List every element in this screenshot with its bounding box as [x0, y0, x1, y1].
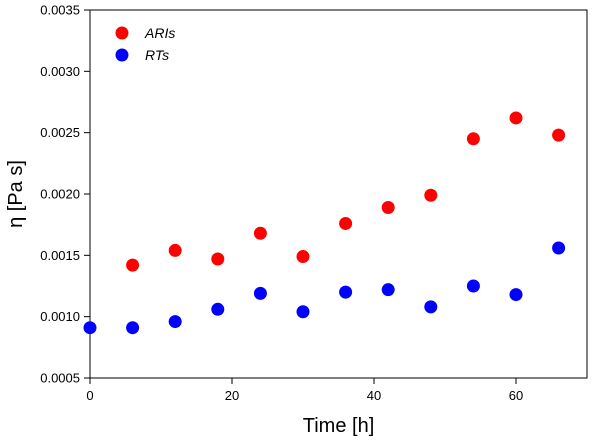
data-point-rts — [509, 288, 523, 302]
data-point-aris — [552, 128, 566, 142]
data-point-aris — [381, 200, 395, 214]
y-axis-title: η [Pa s] — [5, 160, 27, 228]
plot-frame — [89, 9, 588, 379]
legend-label-aris: ARIs — [144, 25, 175, 41]
data-point-rts — [126, 321, 140, 335]
x-tick-label: 60 — [509, 388, 523, 403]
legend-marker-aris — [115, 26, 129, 40]
ticks-layer: 0 20 40 60 0.0005 0.0010 0.0015 0.0020 0.0025 0.0… — [40, 3, 523, 404]
data-point-aris — [253, 226, 267, 240]
y-tick-label: 0.0035 — [40, 3, 80, 18]
data-point-rts — [296, 305, 310, 319]
data-point-rts — [424, 300, 438, 314]
data-point-rts — [168, 315, 182, 329]
x-tick-label: 20 — [225, 388, 239, 403]
data-point-aris — [126, 258, 140, 272]
data-point-rts — [466, 279, 480, 293]
legend: ARIs RTs — [115, 25, 175, 63]
y-tick-label: 0.0025 — [40, 125, 80, 140]
data-point-rts — [83, 321, 97, 335]
legend-label-rts: RTs — [145, 47, 169, 63]
data-point-aris — [168, 243, 182, 257]
x-tick-label: 0 — [86, 388, 93, 403]
x-axis-title: Time [h] — [303, 415, 375, 437]
data-point-aris — [424, 188, 438, 202]
data-point-aris — [466, 132, 480, 146]
data-point-aris — [211, 252, 225, 266]
y-tick-label: 0.0020 — [40, 187, 80, 202]
y-tick-label: 0.0010 — [40, 309, 80, 324]
y-tick-label: 0.0030 — [40, 64, 80, 79]
data-point-aris — [339, 216, 353, 230]
data-point-aris — [509, 111, 523, 125]
y-tick-label: 0.0015 — [40, 248, 80, 263]
data-point-aris — [296, 250, 310, 264]
legend-marker-rts — [115, 48, 129, 62]
data-point-rts — [339, 285, 353, 299]
y-tick-label: 0.0005 — [40, 371, 80, 386]
data-point-rts — [211, 302, 225, 316]
x-tick-label: 40 — [367, 388, 381, 403]
data-point-rts — [253, 286, 267, 300]
data-point-rts — [381, 283, 395, 297]
points-layer — [83, 111, 566, 335]
data-point-rts — [552, 241, 566, 255]
